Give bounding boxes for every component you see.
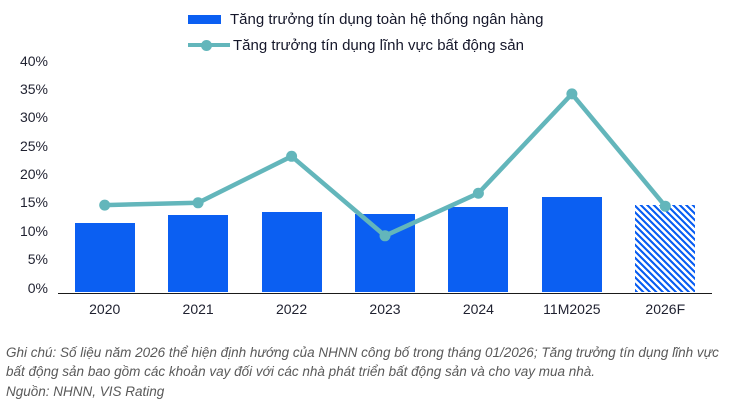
x-axis-line (58, 292, 712, 294)
line-point-2021 (192, 197, 204, 209)
bar-11M2025 (541, 197, 602, 293)
y-axis-tick-20%: 20% (19, 166, 48, 182)
x-axis-label-2023: 2023 (369, 301, 401, 317)
line-point-2024 (472, 187, 484, 199)
x-axis-label-2026F: 2026F (645, 301, 686, 317)
legend-item-system-credit: Tăng trưởng tín dụng toàn hệ thống ngân … (188, 6, 543, 32)
y-axis-tick-15%: 15% (19, 194, 48, 211)
line-point-2020 (99, 199, 111, 211)
chart-footnote: Ghi chú: Số liệu năm 2026 thể hiện định … (6, 345, 719, 379)
x-axis-label-2024: 2024 (462, 301, 494, 317)
x-axis-label-2021: 2021 (182, 301, 214, 317)
chart-plot-area: 0% 5% 10% 15% 20% 25% 30% 35% 40% 2020 2021 2022 202… (19, 52, 712, 317)
line-point-2022 (286, 150, 298, 162)
line-point-11M2025 (566, 88, 578, 100)
y-axis-tick-5%: 5% (27, 251, 48, 268)
y-axis-tick-30%: 30% (19, 109, 48, 126)
legend-label-system-credit: Tăng trưởng tín dụng toàn hệ thống ngân … (230, 10, 544, 28)
bar-2024 (448, 206, 509, 293)
y-axis-tick-40%: 40% (19, 52, 48, 69)
bar-2022 (261, 211, 322, 293)
bar-2021 (168, 215, 229, 293)
legend-bar-swatch (188, 14, 221, 24)
y-axis-tick-10%: 10% (19, 222, 48, 239)
legend-item-realestate-credit: Tăng trưởng tín dụng lĩnh vực bất động s… (188, 32, 543, 58)
x-axis-label-2022: 2022 (275, 301, 308, 317)
x-axis-label-11M2025: 11M2025 (543, 301, 601, 317)
y-axis-tick-25%: 25% (19, 137, 48, 154)
x-axis-label-2020: 2020 (89, 301, 121, 317)
legend-line-marker-dot (201, 39, 212, 51)
y-axis-tick-35%: 35% (19, 80, 48, 97)
chart-source: Nguồn: NHNN, VIS Rating (6, 384, 165, 399)
chart-legend: Tăng trưởng tín dụng toàn hệ thống ngân … (188, 6, 543, 58)
legend-line-swatch (188, 39, 230, 51)
bar-2023 (355, 214, 415, 293)
bar-2020 (74, 223, 135, 293)
y-axis-tick-0%: 0% (27, 279, 48, 296)
legend-label-realestate-credit: Tăng trưởng tín dụng lĩnh vực bất động s… (233, 36, 524, 54)
bar-2026F (635, 204, 696, 293)
